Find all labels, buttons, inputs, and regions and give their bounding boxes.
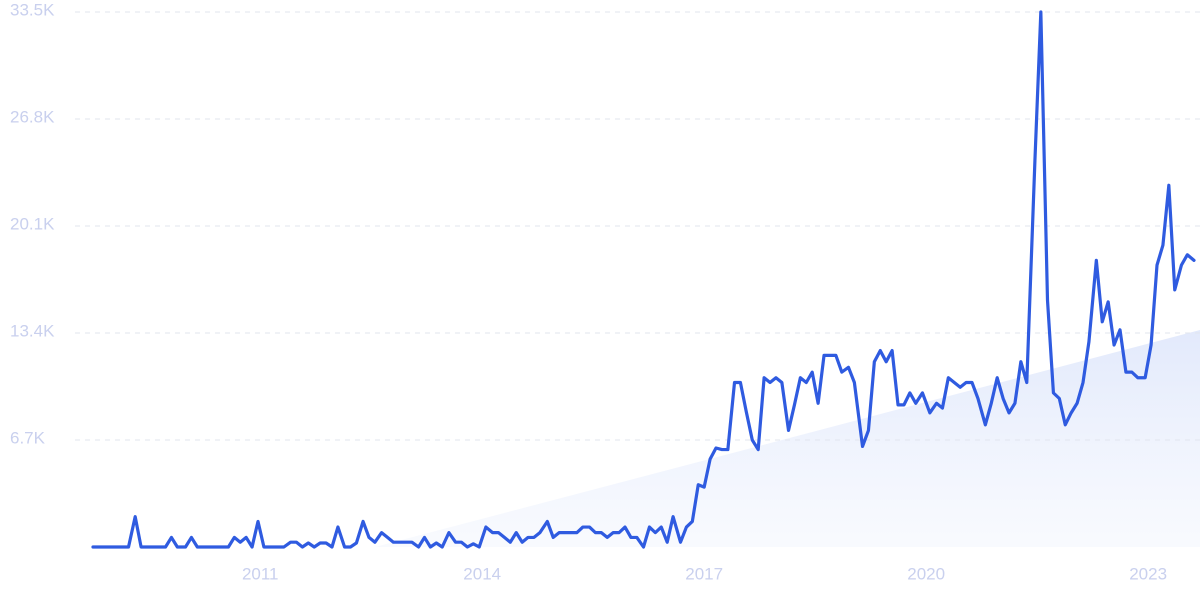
y-tick-label: 33.5K	[10, 0, 55, 19]
x-tick-label: 2017	[685, 564, 723, 583]
y-tick-label: 6.7K	[10, 428, 46, 447]
trend-area	[375, 330, 1200, 547]
x-tick-label: 2023	[1129, 564, 1167, 583]
x-tick-label: 2014	[463, 564, 501, 583]
x-tick-label: 2020	[907, 564, 945, 583]
line	[91, 10, 1196, 549]
x-tick-label: 2011	[242, 564, 279, 583]
y-tick-label: 20.1K	[10, 214, 55, 233]
y-tick-label: 26.8K	[10, 107, 55, 126]
y-tick-label: 13.4K	[10, 321, 55, 340]
